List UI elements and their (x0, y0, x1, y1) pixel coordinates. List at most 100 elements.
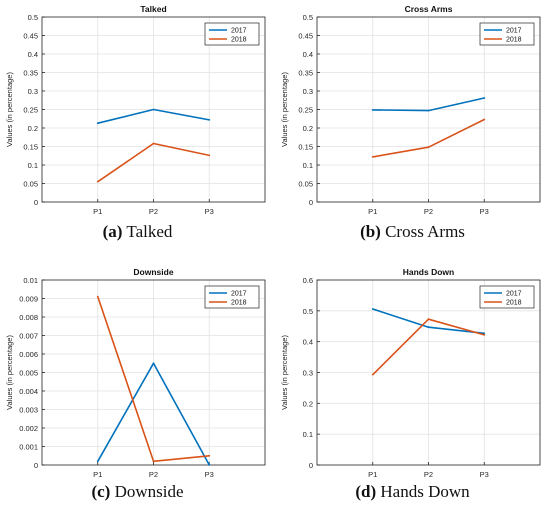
data-point-2017 (483, 97, 486, 99)
y-tick-label: 0.35 (298, 69, 313, 78)
y-tick-label: 0.006 (19, 350, 38, 359)
y-tick-label: 0.45 (23, 32, 38, 41)
caption-hands-down: (d) Hands Down (275, 482, 550, 502)
caption-talked: (a) Talked (0, 222, 275, 242)
x-tick-label: P3 (480, 207, 489, 215)
legend: 2017 2018 (204, 22, 260, 46)
y-tick-label: 0.3 (303, 87, 313, 96)
y-tick-label: 0.05 (23, 180, 38, 189)
data-point-2018 (371, 373, 374, 376)
chart-talked: 0 0.05 0.1 0.15 0.2 0.25 0.3 0.35 0.4 0.45 0.5 P1 P2… (5, 4, 266, 215)
legend: 2017 2018 (479, 22, 535, 46)
y-tick-label: 0.009 (19, 295, 38, 304)
caption-text: Talked (126, 222, 173, 241)
data-point-2017 (96, 460, 99, 463)
data-point-2017 (152, 108, 155, 111)
legend-label-2017: 2017 (231, 291, 247, 298)
y-tick-label: 0.1 (303, 161, 313, 170)
data-point-2017 (371, 108, 374, 111)
y-tick-label: 0.35 (23, 69, 38, 78)
caption-letter: (c) (91, 482, 111, 501)
data-point-2018 (96, 295, 99, 298)
y-tick-label: 0.15 (23, 143, 38, 152)
y-tick-label: 0.3 (28, 87, 38, 96)
data-point-2018 (483, 333, 486, 336)
y-tick-label: 0.25 (298, 106, 313, 115)
y-tick-label: 0.1 (303, 430, 313, 439)
data-point-2018 (483, 118, 486, 121)
y-tick-label: 0.005 (19, 369, 38, 378)
y-tick-label: 0.2 (28, 124, 38, 133)
y-tick-label: 0.008 (19, 313, 38, 322)
data-point-2018 (152, 142, 155, 145)
y-axis-label: Values (in percentage) (5, 335, 14, 410)
y-tick-label: 0.15 (298, 143, 313, 152)
chart-cross-arms: 0 0.05 0.1 0.15 0.2 0.25 0.3 0.35 0.4 0.45 0.5 P1 P2… (280, 4, 541, 215)
x-tick-label: P2 (149, 470, 158, 478)
y-tick-label: 0.4 (303, 338, 313, 347)
data-point-2017 (208, 464, 211, 466)
data-point-2017 (96, 122, 99, 125)
x-tick-label: P1 (93, 207, 102, 215)
chart-downside: 0 0.001 0.002 0.003 0.004 0.005 0.006 0.007 0.00… (5, 267, 266, 478)
x-tick-label: P1 (368, 470, 377, 478)
y-axis-label: Values (in percentage) (280, 72, 289, 147)
y-axis-label: Values (in percentage) (5, 72, 14, 147)
legend-label-2018: 2018 (506, 300, 522, 307)
data-point-2018 (427, 146, 430, 149)
data-point-2017 (152, 362, 155, 365)
y-tick-label: 0.001 (19, 443, 38, 452)
y-tick-label: 0.2 (303, 399, 313, 408)
legend-label-2018: 2018 (231, 300, 247, 307)
x-tick-label: P2 (424, 470, 433, 478)
data-point-2017 (483, 332, 486, 335)
data-point-2018 (152, 460, 155, 463)
caption-downside: (c) Downside (0, 482, 275, 502)
caption-letter: (d) (355, 482, 377, 501)
x-tick-label: P1 (93, 470, 102, 478)
caption-text: Cross Arms (385, 222, 465, 241)
data-point-2018 (96, 180, 99, 183)
y-tick-label: 0.25 (23, 106, 38, 115)
y-tick-label: 0.004 (19, 387, 38, 396)
legend: 2017 2018 (204, 285, 260, 309)
y-tick-label: 0.4 (28, 50, 38, 59)
legend: 2017 2018 (479, 285, 535, 309)
data-point-2018 (208, 154, 211, 157)
caption-text: Hands Down (380, 482, 470, 501)
y-tick-label: 0.3 (303, 369, 313, 378)
y-axis-label: Values (in percentage) (280, 335, 289, 410)
x-tick-label: P3 (205, 207, 214, 215)
legend-label-2017: 2017 (506, 291, 522, 298)
chart-title: Talked (140, 4, 166, 14)
y-tick-label: 0 (309, 461, 313, 470)
legend-label-2018: 2018 (231, 37, 247, 44)
caption-cross-arms: (b) Cross Arms (275, 222, 550, 242)
y-tick-label: 0 (309, 198, 313, 207)
caption-letter: (a) (102, 222, 123, 241)
x-tick-label: P2 (149, 207, 158, 215)
y-tick-label: 0 (34, 198, 38, 207)
x-tick-label: P1 (368, 207, 377, 215)
data-point-2017 (371, 308, 374, 310)
y-tick-label: 0.003 (19, 406, 38, 415)
chart-title: Cross Arms (405, 4, 453, 14)
x-tick-label: P3 (480, 470, 489, 478)
y-tick-label: 0.4 (303, 50, 313, 59)
y-tick-label: 0.45 (298, 32, 313, 41)
y-tick-label: 0.01 (23, 276, 38, 285)
y-tick-label: 0.6 (303, 276, 313, 285)
data-point-2017 (427, 326, 430, 329)
x-tick-label: P2 (424, 207, 433, 215)
legend-label-2017: 2017 (231, 28, 247, 35)
data-point-2018 (208, 454, 211, 457)
chart-title: Hands Down (403, 267, 454, 277)
y-tick-label: 0.5 (303, 307, 313, 316)
y-tick-label: 0.5 (28, 13, 38, 22)
chart-title: Downside (133, 267, 173, 277)
legend-label-2017: 2017 (506, 28, 522, 35)
y-tick-label: 0.05 (298, 180, 313, 189)
chart-hands-down: 0 0.1 0.2 0.3 0.4 0.5 0.6 P1 P2 P3 Hands Down Value… (280, 267, 541, 478)
y-tick-label: 0.2 (303, 124, 313, 133)
